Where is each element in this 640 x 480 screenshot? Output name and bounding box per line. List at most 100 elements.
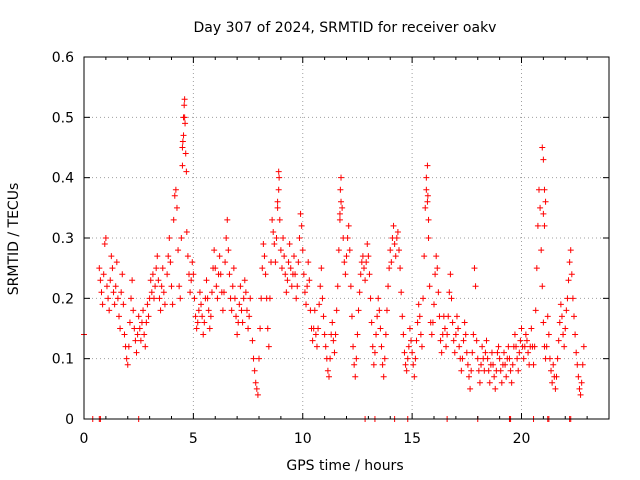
data-point [295,259,302,266]
data-point [187,289,194,296]
data-point [354,331,361,338]
data-point [183,228,190,235]
data-point [517,337,524,344]
data-point [203,277,210,284]
data-point [413,337,420,344]
data-point [198,301,205,308]
data-point [537,204,544,211]
data-point [105,295,112,302]
data-point [181,96,188,103]
data-point [205,307,212,314]
data-point [393,235,400,241]
data-point [291,253,297,260]
data-point [516,349,523,356]
data-point [275,168,282,175]
data-point [274,198,281,205]
data-point [317,283,324,290]
data-point [469,349,476,356]
data-point [550,361,557,368]
data-point [546,355,553,362]
data-point [331,349,338,356]
data-point [145,313,152,320]
data-point [362,277,369,284]
data-point [518,325,525,332]
data-point [257,325,264,332]
data-point [414,319,421,326]
data-point [453,313,460,320]
y-tick-label: 0.6 [52,50,74,66]
data-point [141,331,148,338]
data-point [364,241,371,248]
data-point [359,253,366,260]
data-point [545,331,552,338]
data-point [128,295,135,302]
data-point [513,343,520,350]
data-point [520,355,527,362]
data-point [478,361,485,368]
data-point [142,343,149,350]
data-point [455,325,462,332]
x-tick-label: 10 [294,431,312,447]
data-point [189,259,196,266]
data-point [539,144,546,151]
data-point [217,271,224,278]
data-point [509,361,516,368]
data-point [137,337,144,344]
data-point [156,295,163,302]
data-point [460,337,467,344]
data-point [479,343,486,350]
data-point [113,259,120,266]
data-point [120,301,127,308]
data-point [256,355,262,362]
data-point [196,289,203,296]
data-point [390,222,397,229]
data-point [562,325,569,332]
data-point [338,174,345,181]
data-point [224,216,231,223]
data-point [355,307,362,314]
data-point [482,349,489,356]
y-tick-label: 0.2 [52,291,74,307]
data-point [252,379,259,386]
data-point [412,355,419,362]
axis-tick-labels: 0 5 10 15 20 0 0.1 0.2 0.3 0.4 0.5 0.6 [52,50,531,447]
data-point [179,138,186,145]
data-point [234,331,241,338]
data-point [341,259,348,266]
data-point [165,253,172,260]
data-point [171,192,178,199]
data-point [119,271,126,278]
data-point [507,367,514,374]
data-point [503,373,510,380]
data-point [315,325,322,332]
data-point [164,271,171,278]
data-point [125,343,132,350]
data-point [548,367,555,374]
data-point [178,235,185,241]
data-point [318,265,325,272]
y-tick-label: 0.3 [52,231,74,247]
data-point [330,337,337,344]
data-point [533,265,540,272]
data-point [428,331,435,338]
data-point [241,277,248,284]
data-point [366,271,373,278]
data-point [101,241,108,248]
data-point [381,355,388,362]
data-point [555,337,562,344]
data-point [357,271,364,278]
data-point [576,385,583,392]
data-point [339,204,346,211]
data-point [561,343,568,350]
data-point [153,265,160,272]
data-point [231,295,238,302]
data-point [368,319,375,326]
data-point [322,343,329,350]
data-point [292,271,299,278]
data-point [264,325,271,332]
data-point [468,367,475,374]
data-point [177,295,184,302]
data-point [501,349,507,356]
data-point [321,331,328,338]
data-point [558,313,565,320]
